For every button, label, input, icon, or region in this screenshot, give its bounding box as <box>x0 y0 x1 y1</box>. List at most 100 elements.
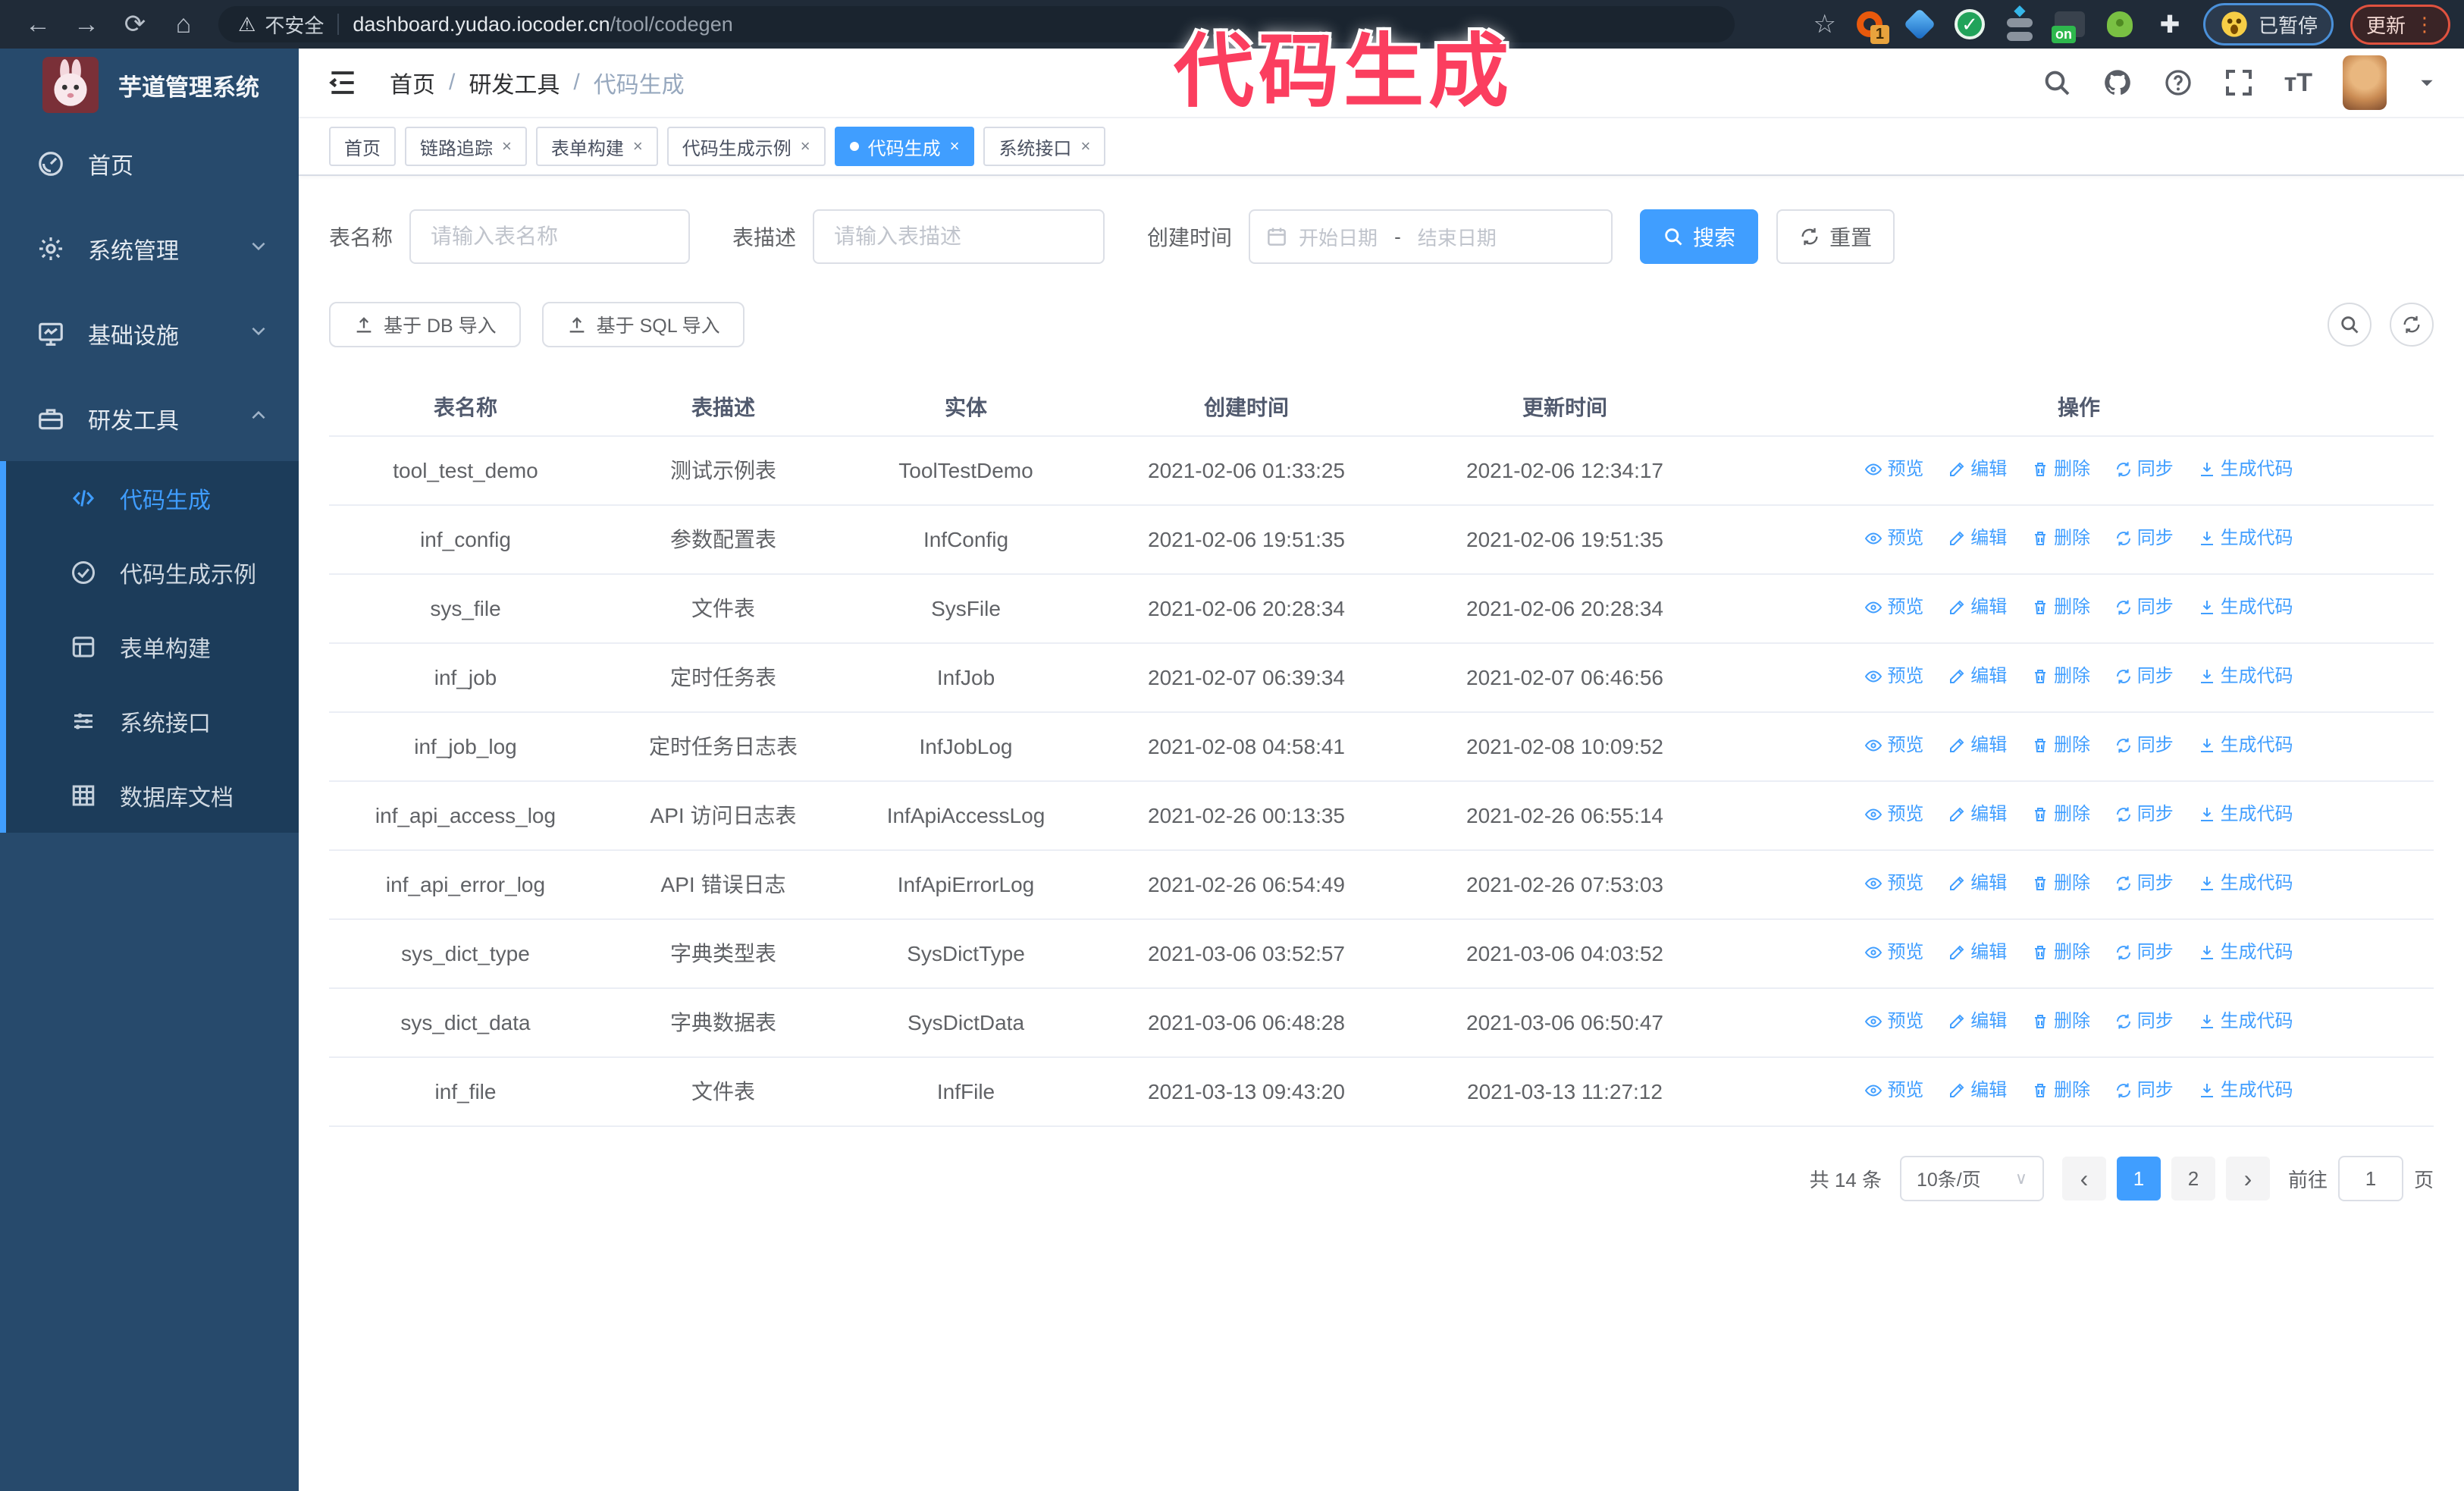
caret-down-icon[interactable] <box>2417 73 2437 93</box>
delete-link[interactable]: 删除 <box>2031 592 2090 623</box>
sidebar-item-system-api[interactable]: 系统接口 <box>6 684 299 758</box>
sidebar-item-form-builder[interactable]: 表单构建 <box>6 610 299 684</box>
generate-code-link[interactable]: 生成代码 <box>2198 454 2293 485</box>
sync-link[interactable]: 同步 <box>2114 799 2174 830</box>
extension-toggle-icon[interactable] <box>2003 8 2036 41</box>
sidebar-item-infrastructure[interactable]: 基础设施 <box>0 291 299 376</box>
edit-link[interactable]: 编辑 <box>1948 454 2007 485</box>
github-icon[interactable] <box>2102 67 2133 98</box>
edit-link[interactable]: 编辑 <box>1948 1075 2007 1106</box>
edit-link[interactable]: 编辑 <box>1948 937 2007 968</box>
import-from-db-button[interactable]: 基于 DB 导入 <box>329 302 521 347</box>
search-button[interactable]: 搜索 <box>1640 209 1759 264</box>
delete-link[interactable]: 删除 <box>2031 661 2090 692</box>
delete-link[interactable]: 删除 <box>2031 1075 2090 1106</box>
close-icon[interactable] <box>950 137 960 156</box>
sidebar-item-db-docs[interactable]: 数据库文档 <box>6 758 299 833</box>
preview-link[interactable]: 预览 <box>1864 523 1923 554</box>
next-page-button[interactable] <box>2225 1157 2270 1201</box>
date-range-picker[interactable]: 开始日期 - 结束日期 <box>1249 209 1613 264</box>
font-size-icon[interactable]: тT <box>2284 67 2312 97</box>
close-icon[interactable] <box>502 137 512 156</box>
generate-code-link[interactable]: 生成代码 <box>2198 592 2293 623</box>
sync-link[interactable]: 同步 <box>2114 1075 2174 1106</box>
toggle-search-button[interactable] <box>2328 303 2372 347</box>
delete-link[interactable]: 删除 <box>2031 799 2090 830</box>
sidebar-item-code-generation[interactable]: 代码生成 <box>6 461 299 535</box>
tag-codegen-example[interactable]: 代码生成示例 <box>666 127 826 166</box>
sync-link[interactable]: 同步 <box>2114 454 2174 485</box>
sidebar-fold-icon[interactable] <box>326 66 359 99</box>
browser-forward-button[interactable] <box>62 10 111 39</box>
refresh-table-button[interactable] <box>2390 303 2434 347</box>
extension-key-icon[interactable] <box>2103 8 2136 41</box>
generate-code-link[interactable]: 生成代码 <box>2198 730 2293 761</box>
page-1-button[interactable]: 1 <box>2116 1157 2161 1201</box>
extension-check-icon[interactable] <box>1953 8 1986 41</box>
extension-on-icon[interactable]: on <box>2051 8 2086 43</box>
delete-link[interactable]: 删除 <box>2031 1006 2090 1037</box>
generate-code-link[interactable]: 生成代码 <box>2198 1075 2293 1106</box>
delete-link[interactable]: 删除 <box>2031 730 2090 761</box>
sidebar-item-home[interactable]: 首页 <box>0 121 299 206</box>
page-2-button[interactable]: 2 <box>2171 1157 2215 1201</box>
delete-link[interactable]: 删除 <box>2031 454 2090 485</box>
prev-page-button[interactable] <box>2061 1157 2106 1201</box>
breadcrumb-dev-tools[interactable]: 研发工具 <box>469 73 560 98</box>
extension-gem-icon[interactable] <box>1903 8 1936 41</box>
preview-link[interactable]: 预览 <box>1864 1006 1923 1037</box>
address-bar[interactable]: 不安全 dashboard.yudao.iocoder.cn /tool/cod… <box>218 6 1735 42</box>
sidebar-item-system-management[interactable]: 系统管理 <box>0 206 299 291</box>
preview-link[interactable]: 预览 <box>1864 592 1923 623</box>
fullscreen-icon[interactable] <box>2224 67 2254 98</box>
goto-page-input[interactable] <box>2337 1156 2403 1201</box>
edit-link[interactable]: 编辑 <box>1948 868 2007 899</box>
preview-link[interactable]: 预览 <box>1864 454 1923 485</box>
sync-link[interactable]: 同步 <box>2114 730 2174 761</box>
delete-link[interactable]: 删除 <box>2031 868 2090 899</box>
browser-reload-button[interactable] <box>111 9 159 39</box>
profile-paused-pill[interactable]: 已暂停 <box>2202 3 2334 46</box>
generate-code-link[interactable]: 生成代码 <box>2198 937 2293 968</box>
edit-link[interactable]: 编辑 <box>1948 592 2007 623</box>
preview-link[interactable]: 预览 <box>1864 799 1923 830</box>
close-icon[interactable] <box>633 137 643 156</box>
generate-code-link[interactable]: 生成代码 <box>2198 661 2293 692</box>
edit-link[interactable]: 编辑 <box>1948 523 2007 554</box>
edit-link[interactable]: 编辑 <box>1948 799 2007 830</box>
logo[interactable]: 芋道管理系统 <box>0 49 299 121</box>
extensions-puzzle-icon[interactable] <box>2153 8 2187 41</box>
preview-link[interactable]: 预览 <box>1864 730 1923 761</box>
sync-link[interactable]: 同步 <box>2114 937 2174 968</box>
bookmark-star-icon[interactable] <box>1813 9 1835 39</box>
edit-link[interactable]: 编辑 <box>1948 661 2007 692</box>
tag-home[interactable]: 首页 <box>329 127 396 166</box>
import-from-sql-button[interactable]: 基于 SQL 导入 <box>541 302 745 347</box>
generate-code-link[interactable]: 生成代码 <box>2198 799 2293 830</box>
delete-link[interactable]: 删除 <box>2031 937 2090 968</box>
generate-code-link[interactable]: 生成代码 <box>2198 523 2293 554</box>
page-size-select[interactable]: 10条/页 <box>1899 1156 2044 1201</box>
avatar[interactable] <box>2343 55 2387 110</box>
browser-home-button[interactable] <box>159 10 208 39</box>
close-icon[interactable] <box>1080 137 1090 156</box>
preview-link[interactable]: 预览 <box>1864 868 1923 899</box>
tag-code-generation[interactable]: 代码生成 <box>834 127 975 166</box>
browser-back-button[interactable] <box>14 10 62 39</box>
generate-code-link[interactable]: 生成代码 <box>2198 1006 2293 1037</box>
sync-link[interactable]: 同步 <box>2114 1006 2174 1037</box>
edit-link[interactable]: 编辑 <box>1948 1006 2007 1037</box>
extension-ring-icon[interactable]: 1 <box>1853 8 1889 44</box>
table-desc-input[interactable] <box>813 209 1105 264</box>
tag-system-api[interactable]: 系统接口 <box>983 127 1106 166</box>
close-icon[interactable] <box>801 137 810 156</box>
preview-link[interactable]: 预览 <box>1864 661 1923 692</box>
search-icon[interactable] <box>2042 67 2072 98</box>
tag-form-builder[interactable]: 表单构建 <box>535 127 658 166</box>
sync-link[interactable]: 同步 <box>2114 661 2174 692</box>
sync-link[interactable]: 同步 <box>2114 592 2174 623</box>
sync-link[interactable]: 同步 <box>2114 868 2174 899</box>
table-name-input[interactable] <box>409 209 691 264</box>
help-icon[interactable] <box>2163 67 2193 98</box>
browser-update-pill[interactable]: 更新 <box>2350 4 2450 45</box>
